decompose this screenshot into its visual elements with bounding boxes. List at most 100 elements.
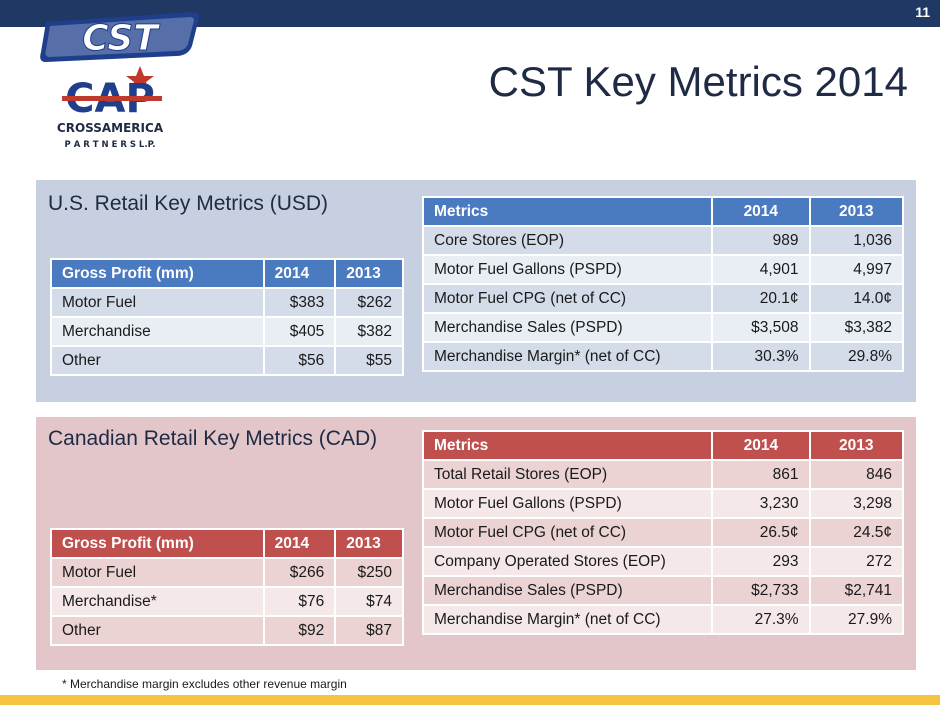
- table-row: Merchandise Margin* (net of CC) 30.3% 29…: [421, 341, 904, 372]
- company-name-line2: P A R T N E R S L.P.: [65, 140, 156, 150]
- table-row: Motor Fuel Gallons (PSPD) 3,230 3,298: [421, 488, 905, 519]
- table-cell: $56: [262, 345, 337, 376]
- table-cell: 26.5¢: [711, 517, 811, 548]
- table-cell: 3,298: [808, 488, 905, 519]
- table-row: Motor Fuel CPG (net of CC) 26.5¢ 24.5¢: [421, 517, 905, 548]
- table-cell: Motor Fuel CPG (net of CC): [421, 283, 714, 314]
- cap-logo-icon: CAP: [62, 66, 162, 122]
- table-row: Other $92 $87: [50, 615, 404, 646]
- table-cell: Other: [50, 615, 265, 646]
- table-header-cell: Metrics: [421, 196, 714, 227]
- table-row: Motor Fuel Gallons (PSPD) 4,901 4,997: [421, 254, 904, 285]
- table-cell: $3,508: [711, 312, 811, 343]
- table-cell: Total Retail Stores (EOP): [421, 459, 714, 490]
- table-cell: 4,901: [711, 254, 811, 285]
- table-header-cell: 2014: [262, 528, 337, 559]
- table-cell: Motor Fuel: [50, 557, 265, 588]
- table-header-row: Gross Profit (mm) 2014 2013: [50, 258, 404, 289]
- page-title: CST Key Metrics 2014: [488, 58, 908, 105]
- company-logos: CST CAP CROSSAMERICA P A R T N E R S L.P…: [40, 12, 200, 150]
- table-header-row: Metrics 2014 2013: [421, 196, 904, 227]
- table-row: Core Stores (EOP) 989 1,036: [421, 225, 904, 256]
- table-row: Motor Fuel CPG (net of CC) 20.1¢ 14.0¢: [421, 283, 904, 314]
- table-cell: 4,997: [808, 254, 904, 285]
- table-cell: $92: [262, 615, 337, 646]
- table-row: Other $56 $55: [50, 345, 404, 376]
- ca-metrics-table: Metrics 2014 2013 Total Retail Stores (E…: [421, 430, 905, 635]
- table-cell: Other: [50, 345, 265, 376]
- cst-logo-icon: CST: [40, 12, 200, 62]
- table-cell: $2,733: [711, 575, 811, 606]
- table-header-cell: 2014: [711, 196, 811, 227]
- footnote: * Merchandise margin excludes other reve…: [62, 677, 347, 691]
- table-cell: $2,741: [808, 575, 905, 606]
- table-cell: Merchandise Margin* (net of CC): [421, 604, 714, 635]
- table-cell: 20.1¢: [711, 283, 811, 314]
- ca-panel: Canadian Retail Key Metrics (CAD) Gross …: [36, 417, 916, 670]
- table-cell: Company Operated Stores (EOP): [421, 546, 714, 577]
- table-cell: Motor Fuel: [50, 287, 265, 318]
- table-row: Merchandise* $76 $74: [50, 586, 404, 617]
- bottom-bar: [0, 695, 940, 705]
- table-cell: 861: [711, 459, 811, 490]
- table-cell: Motor Fuel Gallons (PSPD): [421, 254, 714, 285]
- us-panel: U.S. Retail Key Metrics (USD) Gross Prof…: [36, 180, 916, 402]
- table-header-cell: 2013: [334, 258, 404, 289]
- table-header-cell: 2013: [808, 430, 905, 461]
- table-cell: 30.3%: [711, 341, 811, 372]
- table-cell: $266: [262, 557, 337, 588]
- table-cell: $250: [334, 557, 404, 588]
- table-header-cell: Metrics: [421, 430, 714, 461]
- table-cell: $76: [262, 586, 337, 617]
- table-cell: 1,036: [808, 225, 904, 256]
- table-cell: $405: [262, 316, 337, 347]
- table-cell: $74: [334, 586, 404, 617]
- table-cell: 272: [808, 546, 905, 577]
- table-cell: 27.9%: [808, 604, 905, 635]
- table-cell: Merchandise: [50, 316, 265, 347]
- table-header-row: Gross Profit (mm) 2014 2013: [50, 528, 404, 559]
- table-row: Merchandise $405 $382: [50, 316, 404, 347]
- table-cell: 3,230: [711, 488, 811, 519]
- us-gross-profit-table: Gross Profit (mm) 2014 2013 Motor Fuel $…: [50, 258, 404, 376]
- table-cell: $383: [262, 287, 337, 318]
- ca-section-title: Canadian Retail Key Metrics (CAD): [48, 427, 378, 450]
- table-cell: $3,382: [808, 312, 904, 343]
- table-row: Motor Fuel $266 $250: [50, 557, 404, 588]
- table-header-cell: 2013: [808, 196, 904, 227]
- table-header-cell: 2013: [334, 528, 404, 559]
- table-header-cell: 2014: [711, 430, 811, 461]
- table-cell: Motor Fuel Gallons (PSPD): [421, 488, 714, 519]
- table-cell: 24.5¢: [808, 517, 905, 548]
- table-cell: $382: [334, 316, 404, 347]
- table-row: Merchandise Sales (PSPD) $2,733 $2,741: [421, 575, 905, 606]
- table-cell: 846: [808, 459, 905, 490]
- table-row: Motor Fuel $383 $262: [50, 287, 404, 318]
- table-header-cell: Gross Profit (mm): [50, 258, 265, 289]
- table-cell: 989: [711, 225, 811, 256]
- table-cell: Merchandise Sales (PSPD): [421, 575, 714, 606]
- table-header-cell: 2014: [262, 258, 337, 289]
- us-metrics-table: Metrics 2014 2013 Core Stores (EOP) 989 …: [421, 196, 904, 372]
- table-cell: 27.3%: [711, 604, 811, 635]
- table-row: Merchandise Margin* (net of CC) 27.3% 27…: [421, 604, 905, 635]
- table-row: Merchandise Sales (PSPD) $3,508 $3,382: [421, 312, 904, 343]
- table-cell: Merchandise*: [50, 586, 265, 617]
- table-cell: $55: [334, 345, 404, 376]
- table-row: Total Retail Stores (EOP) 861 846: [421, 459, 905, 490]
- table-cell: Merchandise Margin* (net of CC): [421, 341, 714, 372]
- table-header-cell: Gross Profit (mm): [50, 528, 265, 559]
- cst-logo-text: CST: [82, 18, 160, 59]
- company-name-line1: CROSSAMERICA: [57, 121, 164, 135]
- table-cell: Motor Fuel CPG (net of CC): [421, 517, 714, 548]
- table-cell: 14.0¢: [808, 283, 904, 314]
- table-cell: $87: [334, 615, 404, 646]
- table-cell: 293: [711, 546, 811, 577]
- table-header-row: Metrics 2014 2013: [421, 430, 905, 461]
- page-number: 11: [915, 4, 930, 20]
- table-cell: Core Stores (EOP): [421, 225, 714, 256]
- table-cell: $262: [334, 287, 404, 318]
- us-section-title: U.S. Retail Key Metrics (USD): [48, 192, 329, 215]
- table-row: Company Operated Stores (EOP) 293 272: [421, 546, 905, 577]
- table-cell: Merchandise Sales (PSPD): [421, 312, 714, 343]
